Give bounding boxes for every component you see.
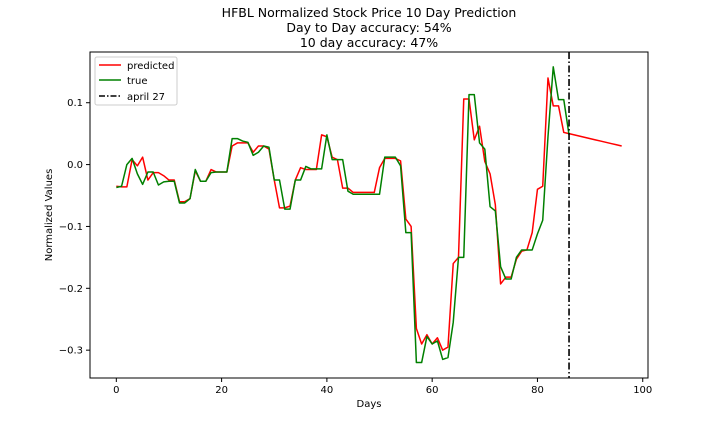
- y-axis-label: Normalized Values: [44, 169, 55, 262]
- plot-lines: [116, 52, 622, 378]
- series-true-line: [116, 66, 570, 364]
- y-tick-label: −0.1: [59, 222, 83, 233]
- x-tick-label: 0: [113, 385, 119, 396]
- y-axis-ticks: 0.1 0.0 −0.1 −0.2 −0.3: [59, 98, 90, 357]
- y-tick-label: 0.1: [67, 98, 83, 109]
- x-tick-label: 80: [531, 385, 544, 396]
- x-tick-label: 60: [426, 385, 439, 396]
- legend-box: [94, 56, 178, 106]
- plot-frame: [89, 51, 649, 379]
- chart-title-line-3: 10 day accuracy: 47%: [300, 35, 438, 50]
- chart-title: HFBL Normalized Stock Price 10 Day Predi…: [222, 5, 517, 50]
- chart-title-line-1: HFBL Normalized Stock Price 10 Day Predi…: [222, 5, 517, 20]
- legend-label-true: true: [127, 76, 148, 87]
- x-tick-label: 100: [633, 385, 652, 396]
- y-tick-label: −0.2: [59, 284, 83, 295]
- legend-label-predicted: predicted: [127, 61, 174, 72]
- series-predicted-line: [116, 77, 622, 351]
- x-axis-label: Days: [357, 399, 382, 410]
- legend-label-april-27: april 27: [127, 92, 165, 103]
- y-tick-label: −0.3: [59, 346, 83, 357]
- x-tick-label: 20: [215, 385, 228, 396]
- x-axis-ticks: 0 20 40 60 80 100: [113, 378, 652, 396]
- legend: predicted true april 27: [94, 56, 178, 106]
- x-tick-label: 40: [321, 385, 334, 396]
- y-tick-label: 0.0: [67, 160, 83, 171]
- chart-title-line-2: Day to Day accuracy: 54%: [286, 20, 451, 35]
